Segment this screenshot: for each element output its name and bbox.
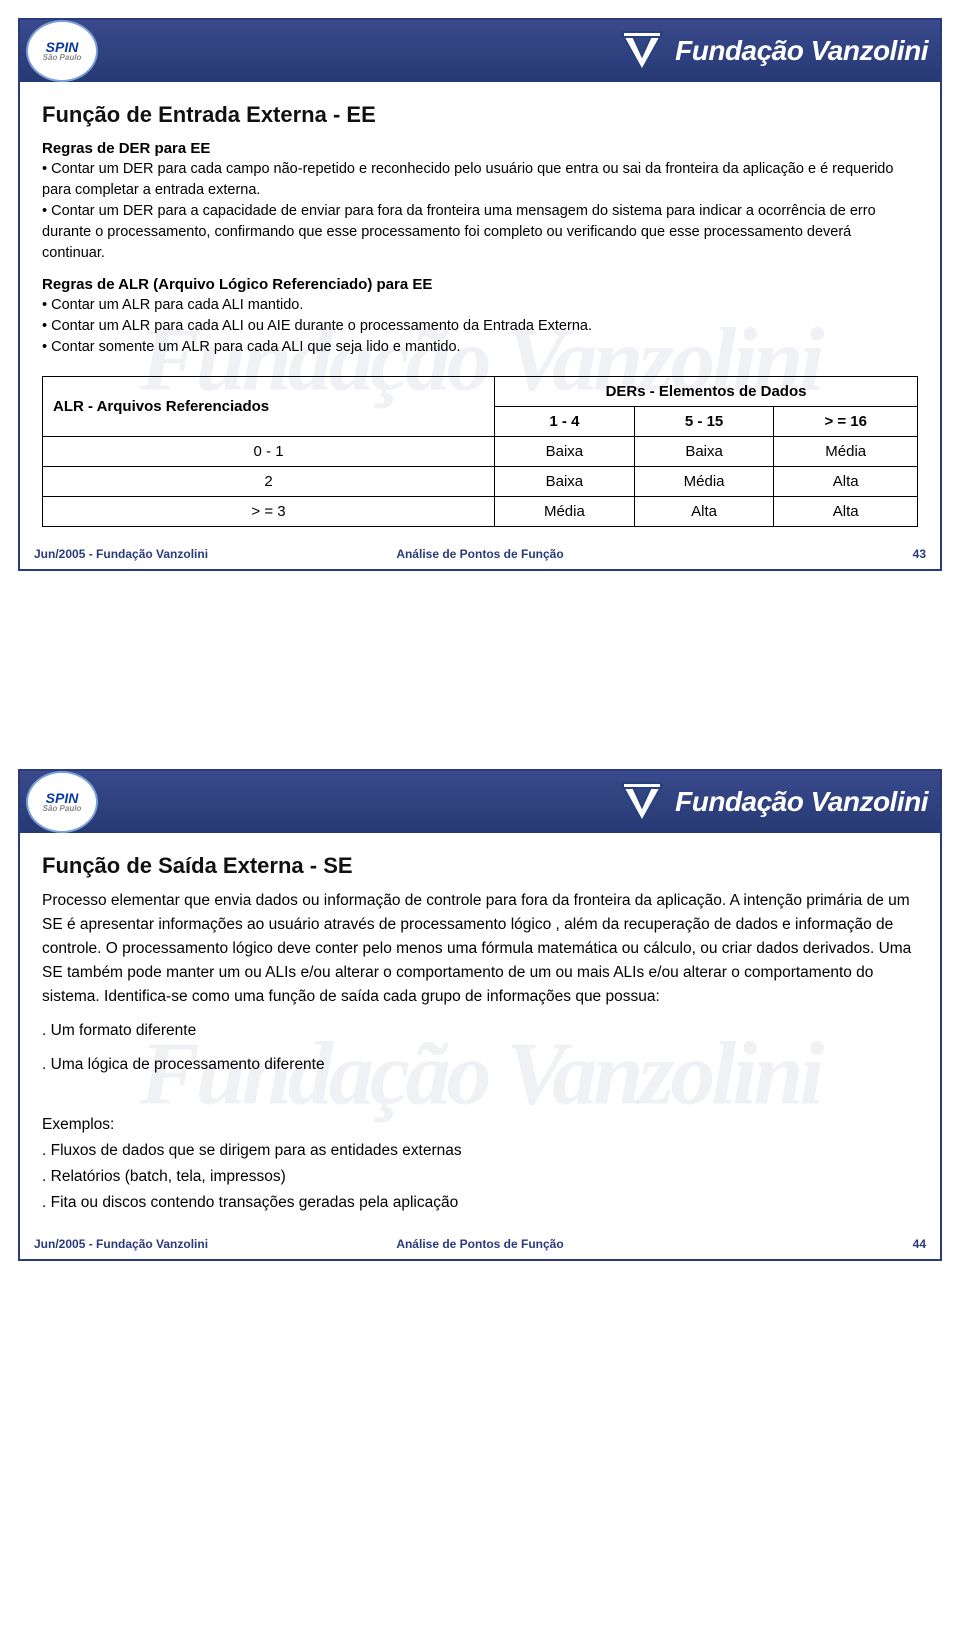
table-cell: Alta: [774, 467, 918, 497]
table-row-label: > = 3: [43, 497, 495, 527]
table-row: 2 Baixa Média Alta: [43, 467, 918, 497]
footer-left: Jun/2005 - Fundação Vanzolini: [34, 547, 208, 561]
list-item: Fluxos de dados que se dirigem para as e…: [42, 1139, 918, 1163]
table-cell: Média: [495, 497, 635, 527]
table-row: > = 3 Média Alta Alta: [43, 497, 918, 527]
bullet-item: Contar um ALR para cada ALI mantido.: [42, 295, 918, 316]
footer-page: 44: [913, 1237, 926, 1251]
examples-label: Exemplos:: [42, 1113, 918, 1137]
footer-mid: Análise de Pontos de Função: [396, 1237, 563, 1251]
table-cell: Média: [634, 467, 774, 497]
table-row: 0 - 1 Baixa Baixa Média: [43, 437, 918, 467]
table-cell: Baixa: [495, 467, 635, 497]
slide-title: Função de Saída Externa - SE: [42, 853, 918, 879]
brand-name: Fundação Vanzolini: [675, 786, 928, 818]
table-cell: Média: [774, 437, 918, 467]
section-heading: Regras de ALR (Arquivo Lógico Referencia…: [42, 276, 918, 293]
vanzolini-v-icon: [619, 28, 665, 74]
footer-left: Jun/2005 - Fundação Vanzolini: [34, 1237, 208, 1251]
list-item: Fita ou discos contendo transações gerad…: [42, 1191, 918, 1215]
paragraph: Processo elementar que envia dados ou in…: [42, 889, 918, 1009]
vanzolini-v-icon: [619, 779, 665, 825]
list-item: Um formato diferente: [42, 1019, 918, 1043]
complexity-table: ALR - Arquivos Referenciados DERs - Elem…: [42, 376, 918, 527]
bullet-item: Contar um ALR para cada ALI ou AIE duran…: [42, 316, 918, 337]
table-row-label: 2: [43, 467, 495, 497]
spin-logo-sub: São Paulo: [43, 54, 82, 62]
slide-content: Função de Saída Externa - SE Processo el…: [20, 833, 940, 1229]
slide-44: Fundação Vanzolini SPIN São Paulo Fundaç…: [18, 769, 942, 1261]
slide-content: Função de Entrada Externa - EE Regras de…: [20, 82, 940, 539]
table-cell: Alta: [634, 497, 774, 527]
slide-footer: Jun/2005 - Fundação Vanzolini Análise de…: [20, 539, 940, 569]
table-span-header: DERs - Elementos de Dados: [495, 377, 918, 407]
list-item: Uma lógica de processamento diferente: [42, 1053, 918, 1077]
footer-mid: Análise de Pontos de Função: [396, 547, 563, 561]
list-item: Relatórios (batch, tela, impressos): [42, 1165, 918, 1189]
spin-logo-text: SPIN: [46, 791, 79, 805]
bullet-item: Contar somente um ALR para cada ALI que …: [42, 337, 918, 358]
table-cell: Alta: [774, 497, 918, 527]
slide-header: SPIN São Paulo Fundação Vanzolini: [20, 20, 940, 82]
table-col-header: 5 - 15: [634, 407, 774, 437]
footer-page: 43: [913, 547, 926, 561]
table-col-header: > = 16: [774, 407, 918, 437]
bullet-item: Contar um DER para cada campo não-repeti…: [42, 159, 918, 201]
slide-43: Fundação Vanzolini SPIN São Paulo Fundaç…: [18, 18, 942, 571]
spin-logo-sub: São Paulo: [43, 805, 82, 813]
spin-logo-text: SPIN: [46, 40, 79, 54]
brand: Fundação Vanzolini: [619, 28, 928, 74]
spin-logo: SPIN São Paulo: [26, 771, 98, 833]
table-row-label: 0 - 1: [43, 437, 495, 467]
brand-name: Fundação Vanzolini: [675, 35, 928, 67]
bullet-item: Contar um DER para a capacidade de envia…: [42, 201, 918, 264]
slide-title: Função de Entrada Externa - EE: [42, 102, 918, 128]
table-cell: Baixa: [634, 437, 774, 467]
slide-header: SPIN São Paulo Fundação Vanzolini: [20, 771, 940, 833]
table-row-header: ALR - Arquivos Referenciados: [43, 377, 495, 437]
brand: Fundação Vanzolini: [619, 779, 928, 825]
slide-footer: Jun/2005 - Fundação Vanzolini Análise de…: [20, 1229, 940, 1259]
table-cell: Baixa: [495, 437, 635, 467]
spin-logo: SPIN São Paulo: [26, 20, 98, 82]
table-col-header: 1 - 4: [495, 407, 635, 437]
section-heading: Regras de DER para EE: [42, 140, 918, 157]
